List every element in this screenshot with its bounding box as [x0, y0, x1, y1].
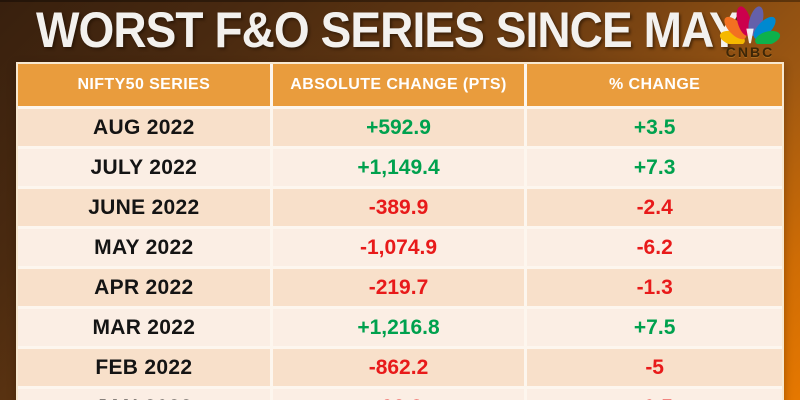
series-cell: MAR 2022: [18, 309, 273, 349]
series-cell: JUNE 2022: [18, 189, 273, 229]
table-row: APR 2022 -219.7 -1.3: [18, 269, 782, 309]
pct-change-cell: +7.5: [527, 309, 782, 349]
table-header-row: NIFTY50 SERIES ABSOLUTE CHANGE (PTS) % C…: [18, 64, 782, 109]
absolute-change-cell: +592.9: [272, 109, 528, 149]
pct-change-cell: +7.3: [527, 149, 782, 189]
table-row: MAR 2022 +1,216.8 +7.5: [18, 309, 782, 349]
pct-change-cell: -6.2: [527, 229, 782, 269]
table-row: AUG 2022 +592.9 +3.5: [18, 109, 782, 149]
absolute-change-cell: -389.9: [272, 189, 528, 229]
absolute-change-cell: -219.7: [272, 269, 528, 309]
absolute-change-cell: -93.8: [272, 389, 528, 400]
absolute-change-cell: +1,149.4: [272, 149, 528, 189]
absolute-change-cell: -862.2: [272, 349, 528, 389]
pct-change-cell: +3.5: [527, 109, 782, 149]
table-row: JULY 2022 +1,149.4 +7.3: [18, 149, 782, 189]
col-header-pct-change: % CHANGE: [527, 64, 782, 109]
absolute-change-cell: +1,216.8: [272, 309, 528, 349]
col-header-series: NIFTY50 SERIES: [18, 64, 273, 109]
logo-text-cnbc: CNBC: [725, 44, 775, 60]
pct-change-cell: -0.5: [527, 389, 782, 400]
absolute-change-cell: -1,074.9: [272, 229, 528, 269]
col-header-absolute-change: ABSOLUTE CHANGE (PTS): [272, 64, 528, 109]
series-cell: AUG 2022: [18, 109, 273, 149]
series-cell: JULY 2022: [18, 149, 273, 189]
table-row: JAN 2022 -93.8 -0.5: [18, 389, 782, 400]
series-cell: FEB 2022: [18, 349, 273, 389]
series-cell: MAY 2022: [18, 229, 273, 269]
pct-change-cell: -5: [527, 349, 782, 389]
series-cell: JAN 2022: [18, 389, 273, 400]
table-row: JUNE 2022 -389.9 -2.4: [18, 189, 782, 229]
pct-change-cell: -1.3: [527, 269, 782, 309]
table-row: FEB 2022 -862.2 -5: [18, 349, 782, 389]
fo-series-table: NIFTY50 SERIES ABSOLUTE CHANGE (PTS) % C…: [16, 62, 784, 400]
table-body: AUG 2022 +592.9 +3.5 JULY 2022 +1,149.4 …: [18, 109, 782, 400]
series-cell: APR 2022: [18, 269, 273, 309]
pct-change-cell: -2.4: [527, 189, 782, 229]
page-title: WORST F&O SERIES SINCE MAY: [36, 2, 740, 58]
peacock-icon: [719, 6, 781, 44]
table-row: MAY 2022 -1,074.9 -6.2: [18, 229, 782, 269]
